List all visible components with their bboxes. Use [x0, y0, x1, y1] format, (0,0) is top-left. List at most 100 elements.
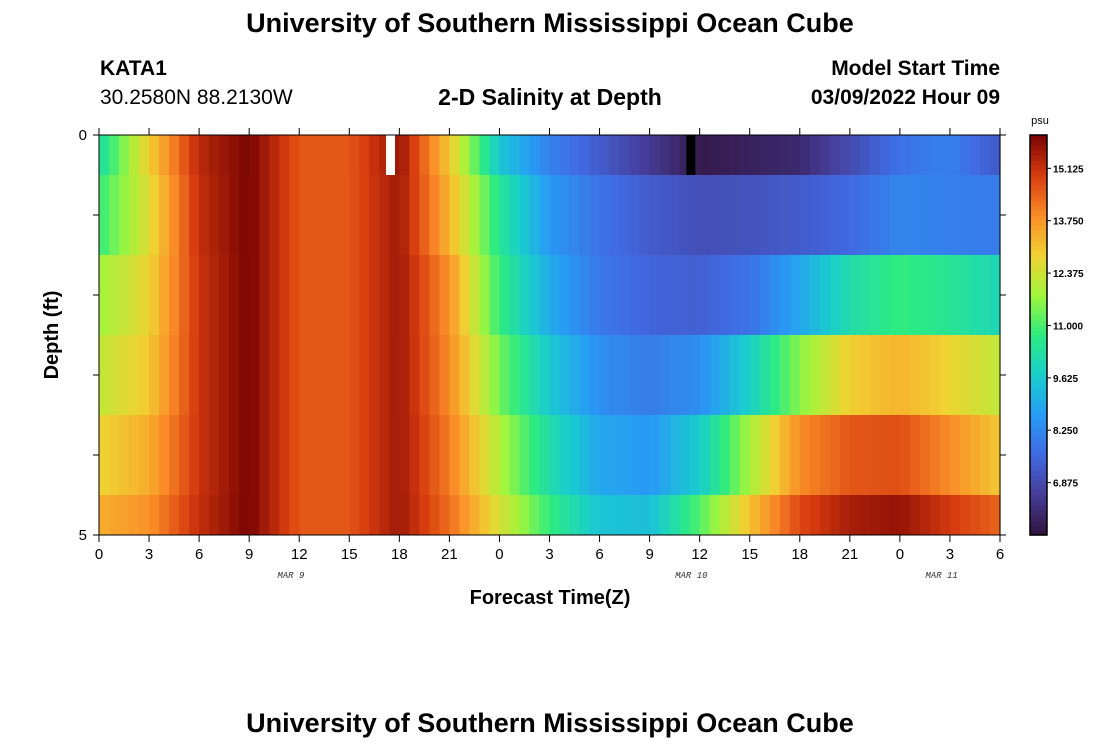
heatmap-cell [579, 135, 591, 175]
heatmap-cell [509, 495, 521, 535]
heatmap-cell [299, 135, 310, 175]
heatmap-cell [829, 495, 841, 535]
heatmap-cell [749, 255, 761, 335]
heatmap-cell [859, 495, 871, 535]
heatmap-cell [819, 135, 831, 175]
heatmap-cell [629, 255, 641, 335]
heatmap-cell [689, 175, 701, 255]
heatmap-cell [879, 255, 891, 335]
heatmap-cell [179, 495, 190, 535]
heatmap-cell [979, 415, 991, 495]
date-label: MAR 11 [925, 571, 957, 581]
heatmap-cell [569, 335, 581, 415]
heatmap-cell [929, 175, 941, 255]
heatmap-cell [669, 415, 681, 495]
heatmap-cell [949, 415, 961, 495]
heatmap-cell [809, 495, 821, 535]
heatmap-cell [839, 495, 851, 535]
heatmap-cell [609, 175, 621, 255]
heatmap-cell [679, 175, 691, 255]
colorbar-swatch [1030, 365, 1047, 371]
heatmap-cell [589, 335, 601, 415]
heatmap-cell [169, 415, 180, 495]
heatmap-cell [849, 415, 861, 495]
heatmap-cell [379, 415, 390, 495]
heatmap-cell [419, 175, 430, 255]
colorbar-swatch [1030, 305, 1047, 311]
colorbar-swatch [1030, 475, 1047, 481]
heatmap-cell [749, 335, 761, 415]
heatmap-cell [439, 255, 450, 335]
heatmap-cell [219, 135, 230, 175]
heatmap-cell [629, 335, 641, 415]
heatmap-cell [429, 255, 440, 335]
heatmap-cell [869, 175, 881, 255]
heatmap-cell [499, 135, 511, 175]
heatmap-cell [229, 255, 240, 335]
heatmap-cell [649, 255, 661, 335]
heatmap-cell [99, 335, 110, 415]
heatmap-cell [549, 255, 561, 335]
heatmap-cell [129, 335, 140, 415]
heatmap-cell [489, 135, 501, 175]
heatmap-cell [179, 335, 190, 415]
colorbar-swatch [1030, 405, 1047, 411]
heatmap-cell [349, 335, 360, 415]
heatmap-cell [219, 335, 230, 415]
heatmap-cell [729, 135, 741, 175]
plot-title: 2-D Salinity at Depth [438, 84, 662, 110]
heatmap-cell [809, 255, 821, 335]
heatmap-cell [969, 415, 981, 495]
heatmap-cell [399, 415, 410, 495]
heatmap-cell [659, 175, 671, 255]
colorbar-swatch [1030, 275, 1047, 281]
heatmap-cell [399, 135, 410, 175]
heatmap-cell [299, 335, 310, 415]
heatmap-cell [519, 175, 531, 255]
heatmap-cell [229, 175, 240, 255]
colorbar-swatch [1030, 200, 1047, 206]
heatmap-cell [239, 335, 250, 415]
colorbar-swatch [1030, 385, 1047, 391]
y-axis-title: Depth (ft) [41, 291, 63, 380]
heatmap-cell [619, 175, 631, 255]
heatmap-cell [979, 135, 991, 175]
heatmap-cell [949, 335, 961, 415]
colorbar-swatch [1030, 210, 1047, 216]
colorbar-swatch [1030, 240, 1047, 246]
heatmap-cell [879, 175, 891, 255]
heatmap-cell [169, 335, 180, 415]
colorbar-tick-label: 15.125 [1053, 164, 1084, 175]
heatmap-cell [299, 415, 310, 495]
heatmap-cell [909, 135, 921, 175]
heatmap-cell [149, 415, 160, 495]
heatmap-cell [869, 495, 881, 535]
heatmap-cell [919, 175, 931, 255]
x-tick-label: 21 [841, 546, 858, 563]
heatmap-cell [409, 335, 420, 415]
heatmap-cell [639, 415, 651, 495]
colorbar-swatch [1030, 300, 1047, 306]
heatmap-cell [789, 415, 801, 495]
colorbar-swatch [1030, 265, 1047, 271]
heatmap-cell [909, 495, 921, 535]
heatmap-cell [729, 495, 741, 535]
heatmap-cell [359, 255, 370, 335]
colorbar-swatch [1030, 465, 1047, 471]
heatmap-cell [649, 175, 661, 255]
heatmap-cell [759, 495, 771, 535]
heatmap-cell [279, 255, 290, 335]
colorbar-swatch [1030, 345, 1047, 351]
heatmap-cell [859, 175, 871, 255]
heatmap-cell [99, 495, 110, 535]
heatmap-cell [849, 255, 861, 335]
heatmap-cell [689, 415, 701, 495]
heatmap-cell [239, 175, 250, 255]
heatmap-cell [139, 415, 150, 495]
heatmap-cell [579, 495, 591, 535]
heatmap-cell [319, 135, 330, 175]
heatmap-cell [869, 255, 881, 335]
heatmap-cell [399, 495, 410, 535]
heatmap-cell [559, 335, 571, 415]
heatmap-cell [819, 255, 831, 335]
